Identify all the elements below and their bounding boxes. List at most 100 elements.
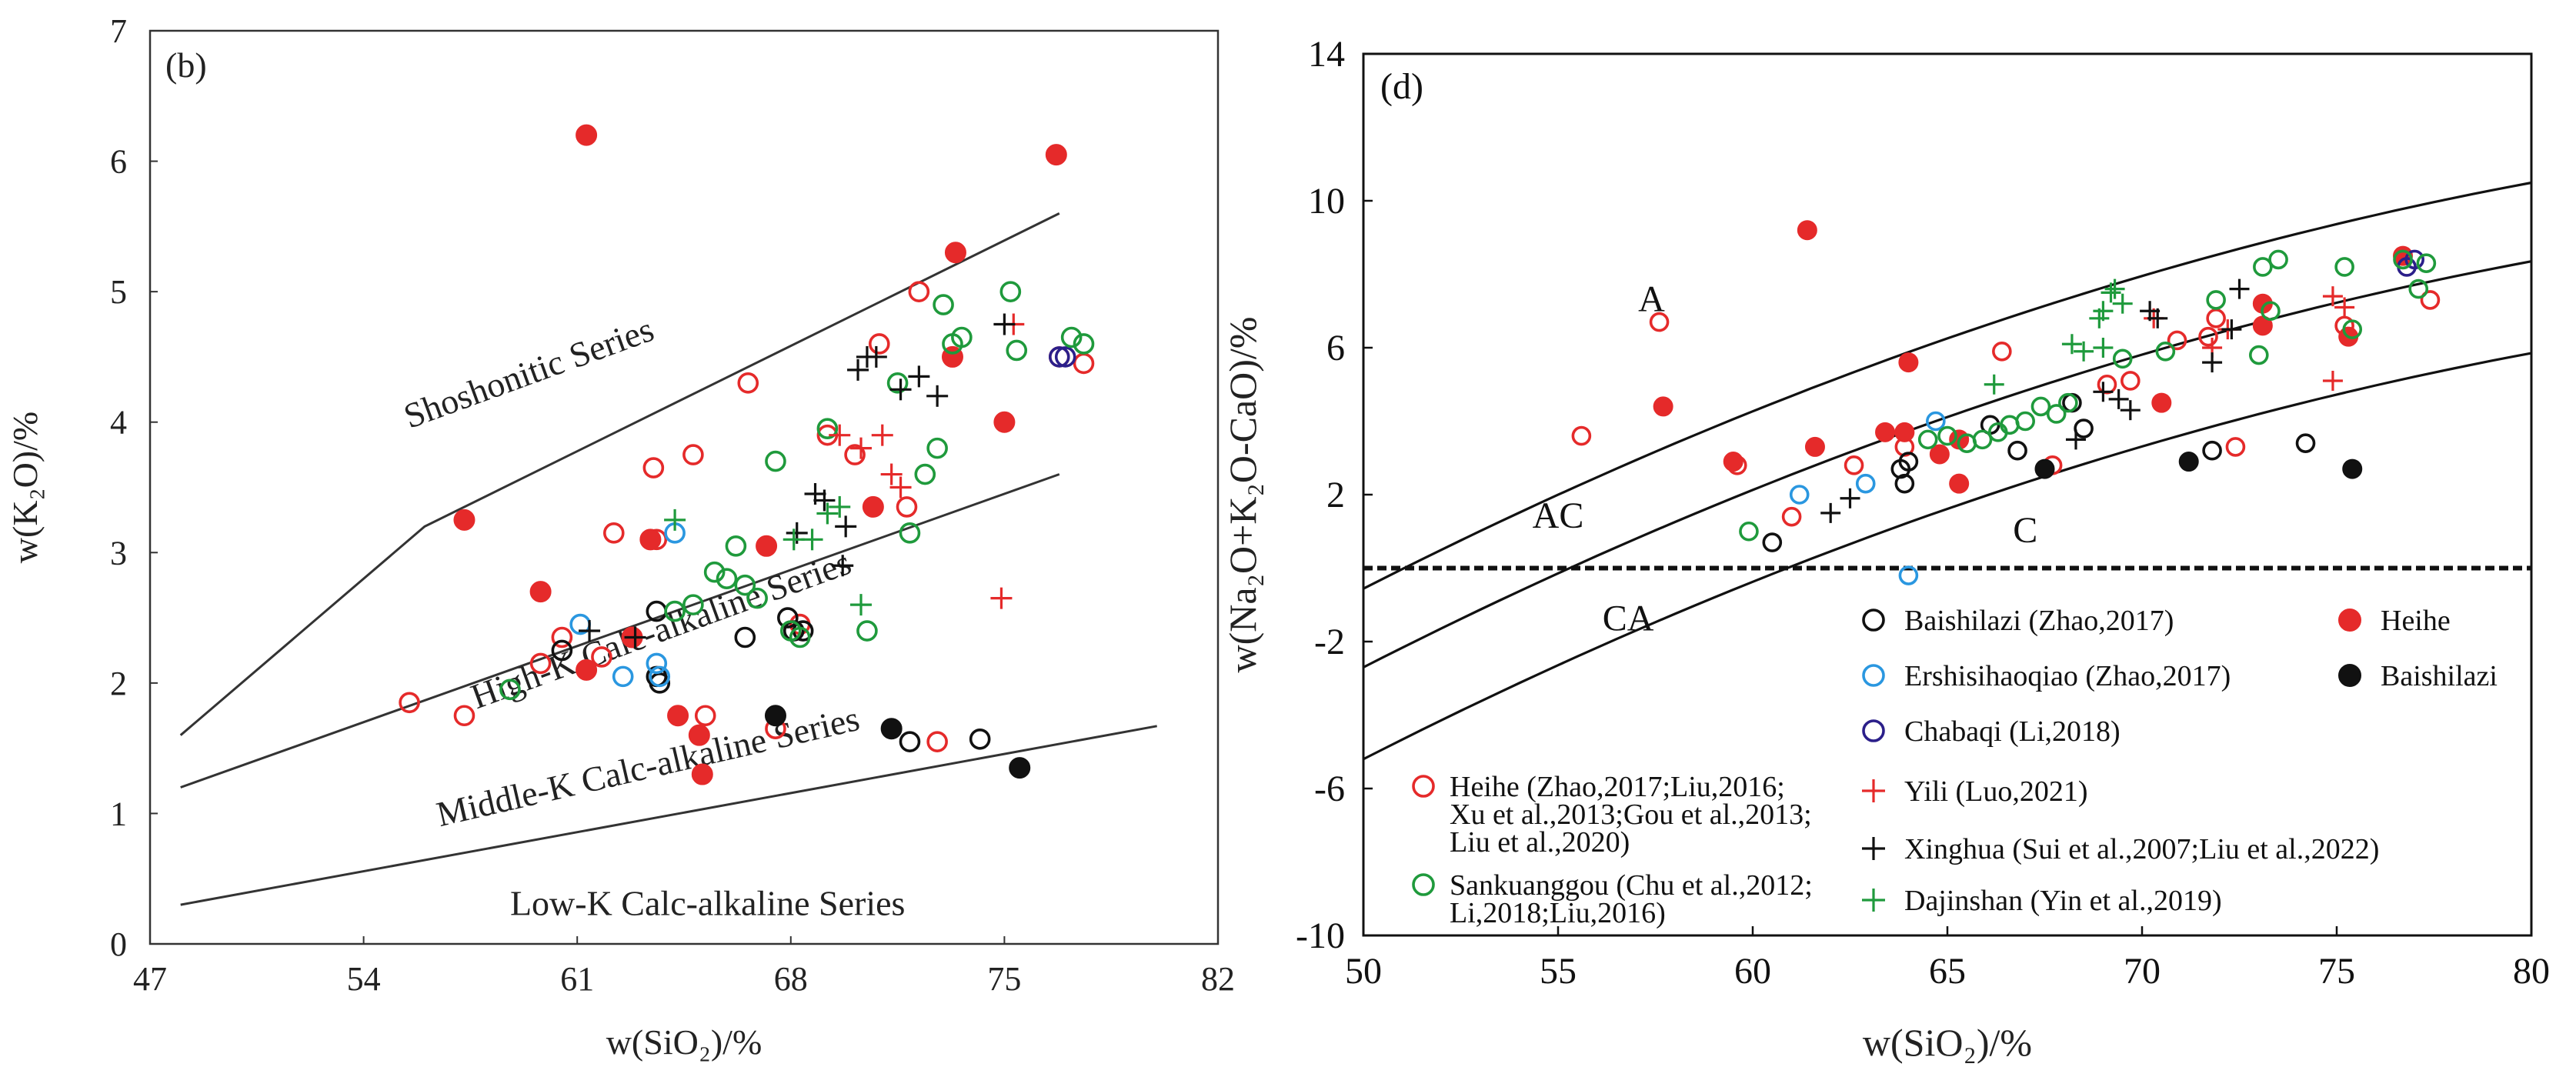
panel-d-y-tick-label: -2 [1314, 622, 1345, 662]
panel-d-data-point [1898, 565, 1919, 585]
panel-b-data-point [725, 535, 747, 557]
panel-d-data-point [2093, 301, 2114, 322]
panel-b-data-point [886, 372, 909, 394]
panel-d-data-point [1762, 532, 1783, 552]
panel-b-data-point [908, 281, 930, 302]
panel-d-data-point [2393, 249, 2413, 270]
panel-d-data-point [1926, 411, 1946, 432]
panel-b-data-point [999, 281, 1022, 302]
panel-d-data-point [1571, 425, 1592, 446]
panel-d-data-point [2322, 370, 2343, 391]
panel-d-data-point [1929, 444, 1950, 465]
panel-b-boundary-line [180, 725, 1157, 906]
panel-d-x-tick-label: 70 [2124, 951, 2161, 992]
panel-d-legend-label: Baishilazi (Zhao,2017) [1904, 605, 2174, 637]
panel-b-data-point [944, 242, 966, 264]
panel-d-legend-label: Dajinshan (Yin et al.,2019) [1904, 885, 2222, 917]
panel-d-data-point [2202, 440, 2222, 461]
panel-b-x-tick-label: 61 [560, 960, 594, 998]
panel-b-data-point [829, 424, 851, 446]
panel-d-legend-marker [1862, 664, 1885, 687]
panel-b-data-point [844, 444, 866, 465]
panel-d-data-point [2093, 382, 2114, 402]
panel-b-data-point [746, 587, 768, 609]
panel-d-legend-label: Sankuanggou (Chu et al.,2012; [1450, 869, 1813, 902]
panel-b-data-point [993, 313, 1016, 335]
panel-b-data-point [847, 358, 869, 381]
panel-d-data-point [2065, 429, 2086, 450]
panel-b-data-point [951, 326, 973, 348]
panel-b-data-point [880, 718, 903, 740]
panel-d-region-label: C [2013, 510, 2037, 551]
panel-b-data-point [862, 495, 884, 518]
panel-b-data-point [926, 385, 949, 407]
panel-d-legend-marker [1862, 779, 1885, 802]
panel-b-data-point [1048, 346, 1070, 368]
panel-b-data-point [850, 594, 873, 616]
panel-d-legend-label: Yili (Luo,2021) [1904, 775, 2088, 808]
panel-d-data-point [2093, 338, 2114, 358]
panel-d-data-point [1840, 488, 1860, 508]
panel-d-data-point [2206, 308, 2226, 328]
panel-b-region-label: Low-K Calc-alkaline Series [510, 884, 905, 923]
panel-b-data-point [816, 502, 839, 525]
panel-d-region-label: CA [1603, 599, 1654, 639]
panel-d-x-axis-title: w(SiO₂)/% [1863, 1021, 2032, 1064]
panel-d-data-point [2342, 319, 2363, 339]
panel-b-data-point [1045, 144, 1067, 166]
panel-b-data-point [813, 489, 836, 512]
panel-d-data-point [1653, 396, 1673, 417]
panel-d-legend-marker [1862, 609, 1885, 632]
panel-b-data-point [777, 607, 799, 629]
panel-d-data-point [2030, 396, 2051, 417]
panel-d-data-point [1875, 422, 1896, 442]
panel-d-x-tick-label: 55 [1540, 951, 1577, 992]
panel-d-data-point [2416, 253, 2437, 273]
panel-b-data-point [579, 620, 601, 642]
panel-b-data-point [990, 587, 1013, 609]
panel-d-data-point [2206, 290, 2226, 310]
panel-b-data-point [591, 646, 612, 668]
panel-d-y-tick-label: -6 [1314, 769, 1345, 809]
panel-d-data-point [2322, 286, 2343, 307]
panel-d-data-point [1820, 502, 1841, 523]
panel-d-x-tick-label: 80 [2513, 951, 2550, 992]
panel-b-data-point [829, 495, 851, 518]
panel-d-data-point [2249, 345, 2269, 365]
panel-d-data-point [2202, 352, 2223, 373]
panel-d-data-point [2034, 458, 2055, 479]
panel-b-data-point [499, 679, 521, 701]
panel-d-data-point [1855, 473, 1876, 494]
panel-d-y-tick-label: -10 [1296, 915, 1345, 956]
panel-d-data-point [2108, 388, 2129, 409]
panel-b-data-point [789, 626, 811, 649]
panel-d-legend-marker [1862, 719, 1885, 742]
panel-d-y-tick-label: 2 [1326, 475, 1345, 515]
panel-b-data-point [453, 508, 475, 531]
panel-d-data-point [2120, 400, 2141, 421]
panel-b-boundary-line [180, 473, 1060, 789]
panel-d-y-tick-label: 6 [1326, 328, 1345, 368]
panel-d-data-point [2229, 278, 2250, 299]
panel-b-data-point [682, 444, 704, 465]
panel-b-data-point [1073, 333, 1095, 355]
panel-d-data-point [1984, 374, 2004, 395]
panel-d-data-point [2198, 326, 2218, 347]
panel-b-y-axis-title: w(K₂O)/% [5, 412, 45, 563]
panel-b-data-point [551, 626, 573, 649]
panel-d-data-point [2253, 257, 2273, 277]
panel-b-data-point [734, 626, 756, 649]
panel-d-data-point [2061, 334, 2082, 355]
panel-d-data-point [2342, 458, 2363, 479]
panel-d-legend-label: Li,2018;Liu,2016) [1450, 897, 1666, 929]
panel-d-data-point [2112, 293, 2133, 314]
panel-b-y-tick-label: 4 [110, 404, 127, 442]
panel-d-legend-label: Ershisihaoqiao (Zhao,2017) [1904, 660, 2231, 692]
panel-b-data-point [869, 333, 890, 355]
panel-b-data-point [801, 528, 823, 551]
panel-d-data-point [2112, 348, 2133, 369]
panel-b-data-point [576, 124, 598, 146]
panel-b-data-point [529, 581, 552, 603]
